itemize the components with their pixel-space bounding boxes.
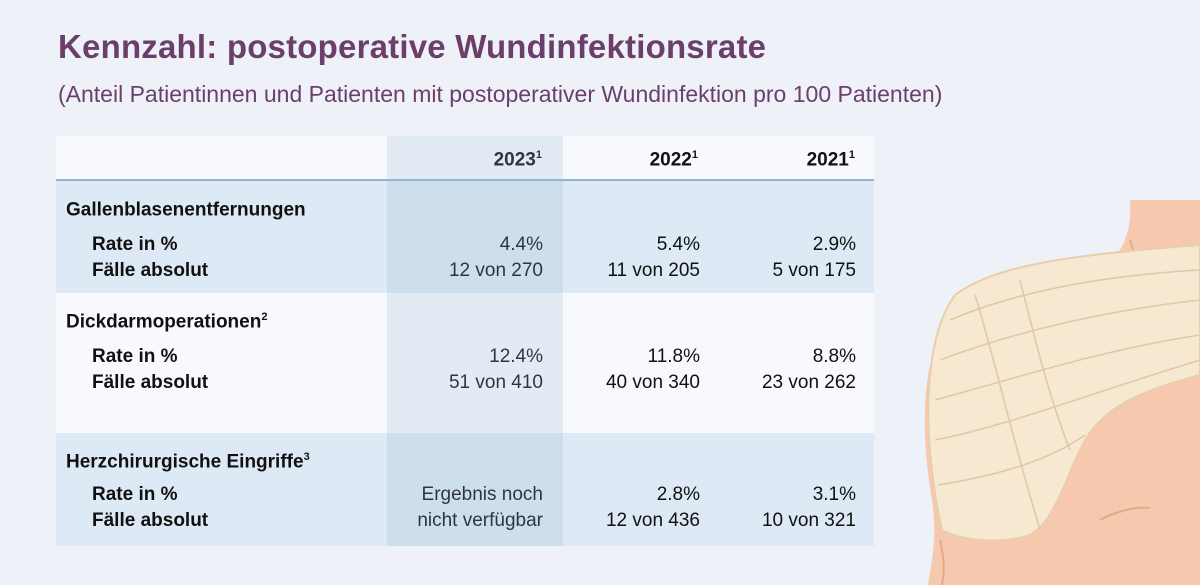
cell-rate-2023: 12.4%: [489, 346, 543, 367]
row-label-rate: Rate in %: [92, 346, 178, 367]
cell-rate-2023: Ergebnis noch: [421, 484, 543, 505]
row-label-cases: Fälle absolut: [92, 260, 209, 281]
row-label-cases: Fälle absolut: [92, 510, 209, 531]
row-label-rate: Rate in %: [92, 234, 178, 255]
cell-cases-2023: 12 von 270: [448, 260, 543, 281]
cell-cases-2022: 12 von 436: [605, 510, 700, 531]
bandaged-shoulder-illustration: [924, 200, 1200, 585]
cell-rate-2023: 4.4%: [499, 234, 543, 255]
page-title: Kennzahl: postoperative Wundinfektionsra…: [58, 28, 767, 65]
column-header-2022: 20221: [649, 149, 698, 171]
row-label-rate: Rate in %: [92, 484, 178, 505]
section-gallenblasen: Gallenblasenentfernungen Rate in % Fälle…: [56, 181, 874, 293]
section-title: Dickdarmoperationen2: [66, 311, 268, 333]
table-header: 20231 20221 20211: [56, 136, 874, 181]
page-subtitle: (Anteil Patientinnen und Patienten mit p…: [58, 81, 943, 107]
cell-cases-2021: 10 von 321: [761, 510, 856, 531]
cell-rate-2022: 5.4%: [656, 234, 700, 255]
cell-cases-2021: 5 von 175: [772, 260, 856, 281]
column-header-2021: 20211: [806, 149, 855, 171]
cell-rate-2021: 8.8%: [812, 346, 856, 367]
cell-rate-2022: 11.8%: [647, 346, 700, 367]
section-herzchirurgie: Herzchirurgische Eingriffe3 Rate in % Fä…: [56, 433, 874, 546]
section-dickdarm: Dickdarmoperationen2 Rate in % Fälle abs…: [56, 293, 874, 433]
cell-rate-2021: 3.1%: [812, 484, 856, 505]
cell-cases-2023: 51 von 410: [448, 372, 543, 393]
row-label-cases: Fälle absolut: [92, 372, 209, 393]
section-title: Gallenblasenentfernungen: [66, 199, 306, 221]
column-header-2023: 20231: [493, 149, 542, 171]
cell-cases-2021: 23 von 262: [761, 372, 856, 393]
cell-cases-2023: nicht verfügbar: [417, 510, 543, 531]
section-title: Herzchirurgische Eingriffe3: [66, 451, 310, 473]
cell-cases-2022: 11 von 205: [607, 260, 700, 281]
cell-cases-2022: 40 von 340: [605, 372, 700, 393]
cell-rate-2022: 2.8%: [656, 484, 700, 505]
highlight-column-2023: [387, 136, 563, 546]
infection-rate-table: 20231 20221 20211 Gallenblasenentfernung…: [56, 136, 874, 546]
cell-rate-2021: 2.9%: [812, 234, 856, 255]
